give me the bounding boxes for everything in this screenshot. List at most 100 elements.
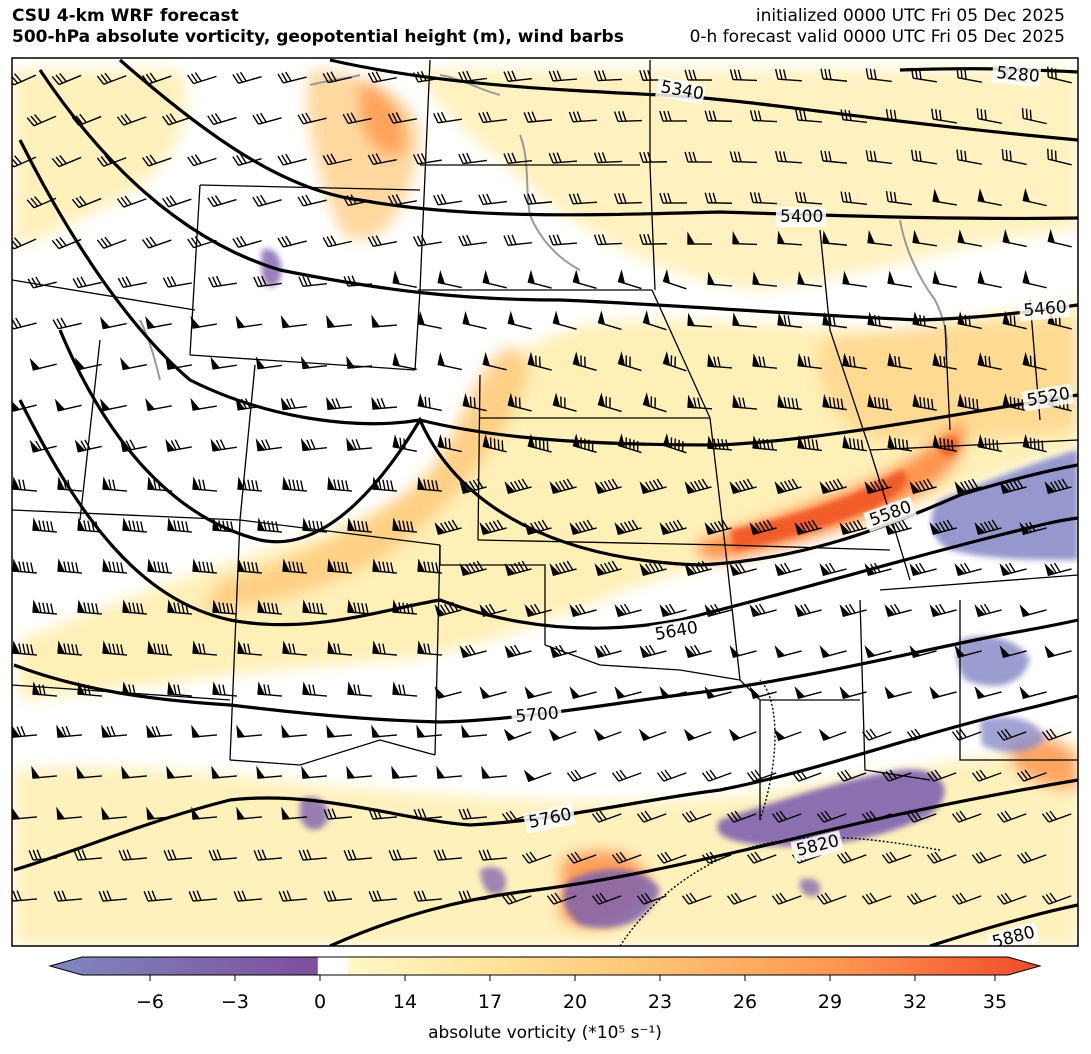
- contour-5580: [58, 329, 1078, 567]
- wind-barb: [232, 71, 262, 84]
- wind-barb: [1041, 810, 1072, 823]
- wind-barb: [28, 849, 58, 861]
- wind-barb: [347, 599, 373, 615]
- wind-barb: [436, 765, 463, 779]
- wind-barb: [190, 315, 217, 329]
- wind-barb: [147, 476, 173, 492]
- wind-barb: [746, 769, 777, 782]
- contour-5640: [18, 399, 1078, 630]
- wind-barb: [367, 153, 397, 165]
- wind-barb: [236, 806, 263, 820]
- wind-barb: [659, 110, 688, 122]
- wind-barb: [145, 398, 172, 412]
- wind-barb: [99, 316, 127, 330]
- wind-barb: [749, 686, 777, 699]
- wind-barb: [1002, 392, 1027, 412]
- wind-barb: [255, 438, 282, 452]
- colorbar-tick-label: 35: [983, 991, 1007, 1013]
- wind-barb: [867, 393, 892, 411]
- wind-barb: [729, 478, 757, 494]
- wind-barb: [300, 355, 328, 370]
- wind-barb: [642, 310, 667, 331]
- wind-barb: [102, 640, 128, 656]
- wind-barb: [865, 68, 892, 83]
- wind-barb: [659, 603, 687, 617]
- wind-barb: [208, 275, 237, 288]
- wind-barb: [572, 433, 597, 453]
- wind-barb: [999, 645, 1027, 658]
- wind-barb: [816, 892, 847, 905]
- wind-barb: [503, 728, 532, 742]
- wind-barb: [591, 892, 622, 905]
- wind-barb: [212, 517, 238, 533]
- wind-barb: [501, 892, 532, 905]
- wind-barb: [701, 769, 732, 782]
- wind-barb: [479, 603, 507, 617]
- wind-barb: [507, 392, 532, 412]
- wind-barb: [392, 517, 418, 533]
- wind-barb: [52, 317, 82, 330]
- wind-barb: [820, 150, 848, 164]
- wind-barb: [523, 769, 552, 783]
- wind-barb: [253, 275, 282, 288]
- vort-strong-nw: [360, 80, 406, 156]
- wind-barb: [593, 70, 623, 82]
- colorbar-tick-label: 32: [903, 991, 927, 1013]
- wind-barb: [191, 724, 218, 738]
- vort-weak-band: [20, 300, 1078, 700]
- wind-barb: [746, 851, 777, 864]
- wind-barb: [527, 269, 552, 289]
- wind-barb: [1016, 769, 1047, 782]
- wind-barb: [926, 769, 957, 782]
- wind-barb: [707, 353, 733, 369]
- wind-barb: [12, 476, 38, 492]
- wind-barb: [617, 433, 642, 454]
- wind-barb: [912, 393, 937, 411]
- wind-barb: [864, 562, 892, 576]
- wind-barb: [639, 478, 667, 494]
- wind-barb: [909, 478, 937, 494]
- wind-barb: [887, 434, 912, 452]
- header-left: CSU 4-km WRF forecast 500-hPa absolute v…: [12, 6, 624, 48]
- wind-barb: [298, 275, 328, 288]
- wind-barb: [732, 231, 758, 246]
- wind-barb: [684, 69, 713, 81]
- wind-barb: [819, 645, 847, 658]
- wind-barb: [32, 599, 58, 615]
- wind-barb: [392, 599, 418, 615]
- wind-barb: [323, 808, 353, 820]
- wind-barb: [910, 149, 937, 165]
- wind-barb: [773, 728, 802, 742]
- wind-barb: [12, 807, 38, 820]
- wind-barb: [327, 476, 353, 492]
- wind-barb: [165, 356, 192, 370]
- wind-barb: [912, 229, 937, 247]
- wind-barb: [549, 560, 577, 576]
- wind-barb: [594, 478, 622, 494]
- wind-barb: [326, 724, 353, 738]
- wind-barb: [116, 113, 147, 126]
- wind-barb: [662, 351, 687, 372]
- wind-barb: [597, 392, 622, 413]
- wind-barb: [417, 476, 443, 492]
- wind-barb: [639, 151, 668, 163]
- wind-barb: [371, 724, 398, 738]
- wind-barb: [76, 765, 103, 779]
- wind-barb: [568, 193, 598, 205]
- wind-barb: [687, 231, 713, 245]
- wind-barb: [774, 478, 802, 494]
- wind-barb: [51, 236, 82, 250]
- colorbar-tick-label: 0: [314, 991, 326, 1013]
- wind-barb: [482, 269, 507, 289]
- wind-barb: [347, 517, 373, 533]
- wind-barb: [662, 433, 687, 454]
- wind-barb: [752, 271, 778, 287]
- wind-barb: [996, 728, 1027, 741]
- wind-barb: [282, 558, 308, 574]
- wind-barb: [437, 352, 462, 371]
- wind-barb: [434, 686, 462, 699]
- wind-barb: [956, 67, 982, 83]
- wind-barb: [597, 310, 622, 331]
- wind-barb: [504, 478, 532, 494]
